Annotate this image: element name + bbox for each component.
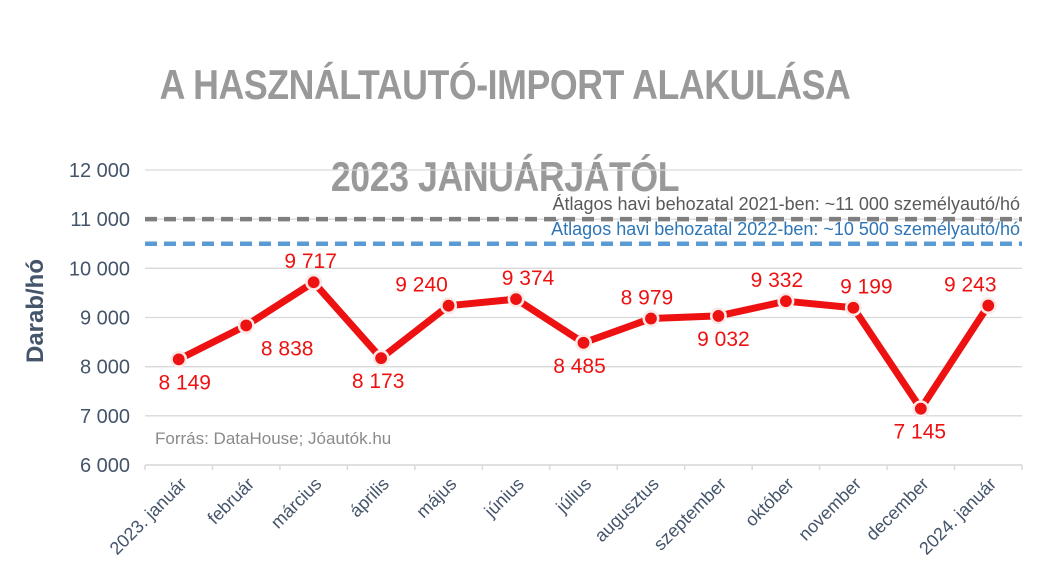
data-point-marker xyxy=(372,349,390,367)
x-tick-label: 2023. január xyxy=(106,474,191,559)
data-point-marker xyxy=(440,297,458,315)
data-point-marker xyxy=(642,310,660,328)
x-tick-label: március xyxy=(267,474,326,533)
data-point-label: 8 838 xyxy=(261,337,314,360)
x-tick-label: szeptember xyxy=(650,474,731,555)
chart-title-line1: A HASZNÁLTAUTÓ-IMPORT ALAKULÁSA xyxy=(159,61,851,108)
data-point-marker xyxy=(305,273,323,291)
y-tick-label: 8 000 xyxy=(80,357,130,379)
y-tick-label: 11 000 xyxy=(70,209,130,231)
data-point-marker xyxy=(912,400,930,418)
data-point-marker xyxy=(709,307,727,325)
y-tick-label: 10 000 xyxy=(69,258,130,280)
x-tick-label: április xyxy=(346,474,393,521)
data-point-marker xyxy=(507,290,525,308)
x-tick-label: június xyxy=(480,474,528,522)
reference-line-label-2022: Átlagos havi behozatal 2022-ben: ~10 500… xyxy=(551,218,1020,239)
y-tick-label: 6 000 xyxy=(80,455,130,477)
x-tick-label: július xyxy=(551,474,595,518)
data-point-marker xyxy=(237,316,255,334)
data-point-label: 8 149 xyxy=(158,371,211,394)
chart-title: A HASZNÁLTAUTÓ-IMPORT ALAKULÁSA 2023 JAN… xyxy=(76,16,935,200)
data-point-label: 9 332 xyxy=(751,269,804,292)
data-point-label: 8 979 xyxy=(621,287,674,310)
data-point-label: 7 145 xyxy=(894,421,947,444)
data-point-label: 8 485 xyxy=(553,355,606,378)
x-tick-label: december xyxy=(862,474,933,545)
y-tick-label: 9 000 xyxy=(80,308,130,330)
y-tick-label: 7 000 xyxy=(80,406,130,428)
data-point-marker xyxy=(979,297,997,315)
source-note: Forrás: DataHouse; Jóautók.hu xyxy=(155,429,392,448)
y-tick-label: 12 000 xyxy=(69,160,130,182)
data-point-marker xyxy=(844,299,862,317)
data-point-marker xyxy=(574,334,592,352)
data-point-label: 9 374 xyxy=(502,267,555,290)
data-point-marker xyxy=(170,350,188,368)
data-point-label: 9 717 xyxy=(284,250,337,273)
x-tick-label: október xyxy=(741,474,798,531)
data-point-label: 8 173 xyxy=(352,370,405,393)
data-point-label: 9 032 xyxy=(697,328,750,351)
chart-title-line2: 2023 JANUÁRJÁTÓL xyxy=(330,153,680,200)
data-point-label: 9 243 xyxy=(944,274,997,297)
data-point-label: 9 199 xyxy=(840,276,893,299)
reference-line-label-2021: Átlagos havi behozatal 2021-ben: ~11 000… xyxy=(552,194,1021,215)
x-tick-label: május xyxy=(412,474,460,522)
x-tick-label: február xyxy=(204,474,258,528)
x-tick-label: november xyxy=(794,474,865,545)
data-point-marker xyxy=(777,292,795,310)
data-point-label: 9 240 xyxy=(395,274,448,297)
x-tick-label: augusztus xyxy=(591,474,663,546)
